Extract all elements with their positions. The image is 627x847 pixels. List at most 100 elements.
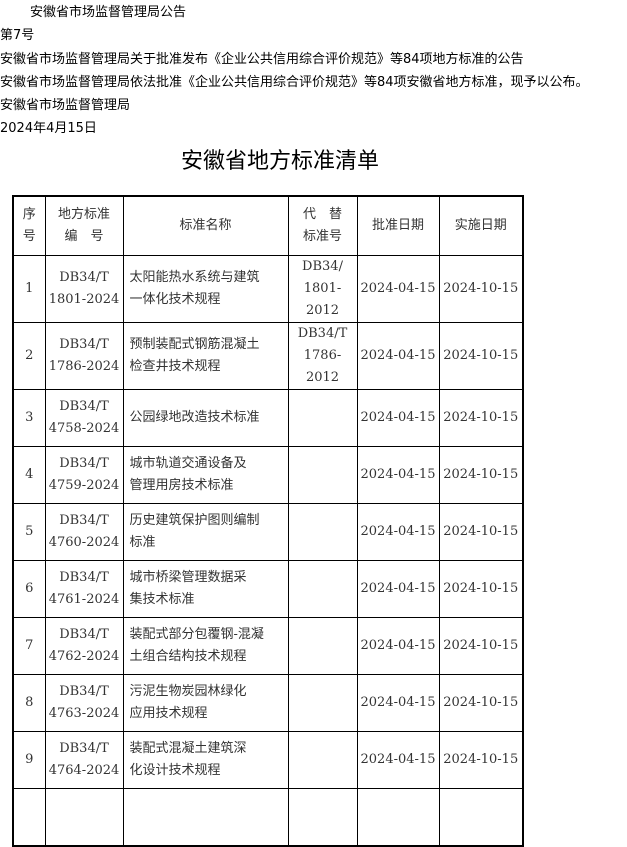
approval-date-text: 2024-04-15 <box>360 281 436 296</box>
replaced-standard <box>287 560 358 618</box>
standard-name-text: 一体化技术规程 <box>129 292 221 307</box>
standard-name-text: 历史建筑保护图则编制 <box>129 513 260 528</box>
table-row: 1 DB34/T 1801-2024 太阳能热水系统与建筑 一体化技术规程 DB34/18… <box>12 255 524 323</box>
row-number: 2 <box>12 322 46 390</box>
effective-date-text: 2024-10-15 <box>443 348 519 363</box>
approval-date: 2024-04-15 <box>356 389 440 447</box>
table-row: 9 DB34/T 4764-2024 装配式混凝土建筑深 化设计技术规程 2024-04-… <box>12 731 524 789</box>
standard-name: 城市桥梁管理数据采 集技术标准 <box>122 560 289 618</box>
standard-code-text: 4762-2024 <box>48 649 120 664</box>
effective-date: 2024-10-15 <box>438 731 524 789</box>
effective-date: 2024-10-15 <box>438 674 524 732</box>
empty-cell <box>356 788 440 847</box>
standard-code: DB34/T 4764-2024 <box>44 731 124 789</box>
standard-name-text: 公园绿地改造技术标准 <box>129 410 260 425</box>
row-number: 1 <box>12 255 46 323</box>
effective-date-text: 2024-10-15 <box>443 695 519 710</box>
standard-code-text: DB34/T <box>59 627 109 642</box>
row-number-text: 2 <box>25 348 34 363</box>
table-row: 7 DB34/T 4762-2024 装配式部分包覆钢-混凝 土组合结构技术规程 2024… <box>12 617 524 675</box>
row-number-text: 9 <box>25 752 34 767</box>
empty-cell <box>438 788 524 847</box>
row-number-text: 1 <box>25 281 34 296</box>
column-header-text: 代 替 <box>302 207 342 222</box>
standard-name: 装配式部分包覆钢-混凝 土组合结构技术规程 <box>122 617 289 675</box>
notice-date: 2024年4月15日 <box>0 121 97 136</box>
approval-date-text: 2024-04-15 <box>360 410 436 425</box>
approval-date-text: 2024-04-15 <box>360 467 436 482</box>
approval-date: 2024-04-15 <box>356 255 440 323</box>
standard-name-text: 预制装配式钢筋混凝土 <box>129 337 260 352</box>
approval-date-text: 2024-04-15 <box>360 752 436 767</box>
approval-date: 2024-04-15 <box>356 503 440 561</box>
empty-cell <box>287 788 358 847</box>
row-number: 8 <box>12 674 46 732</box>
column-header-text: 标准名称 <box>179 218 232 233</box>
approval-date-text: 2024-04-15 <box>360 695 436 710</box>
standard-name-text: 装配式混凝土建筑深 <box>129 741 247 756</box>
standard-name: 公园绿地改造技术标准 <box>122 389 289 447</box>
effective-date: 2024-10-15 <box>438 560 524 618</box>
replaced-standard: DB34/1801-2012 <box>287 255 358 323</box>
table-row: 8 DB34/T 4763-2024 污泥生物炭园林绿化 应用技术规程 2024-04-1… <box>12 674 524 732</box>
column-header-text: 号 <box>22 229 36 244</box>
effective-date: 2024-10-15 <box>438 255 524 323</box>
column-header-text: 编 号 <box>64 229 104 244</box>
column-header-text: 序 <box>22 207 36 222</box>
standard-name-text: 太阳能热水系统与建筑 <box>129 270 260 285</box>
row-number: 3 <box>12 389 46 447</box>
replaced-standard <box>287 503 358 561</box>
standard-code: DB34/T 4758-2024 <box>44 389 124 447</box>
row-number: 6 <box>12 560 46 618</box>
standard-name-text: 应用技术规程 <box>129 706 208 721</box>
standard-code-text: 4759-2024 <box>48 478 120 493</box>
standard-code-text: 4763-2024 <box>48 706 120 721</box>
standard-name-text: 检查井技术规程 <box>129 359 221 374</box>
notice-subject: 安徽省市场监督管理局关于批准发布《企业公共信用综合评价规范》等84项地方标准的公… <box>0 52 524 67</box>
table-header-row: 序号地方标准编 号标准名称代 替标准号 批准日期 实施日期 <box>12 195 524 256</box>
row-number-text: 8 <box>25 695 34 710</box>
standard-name-text: 管理用房技术标准 <box>129 478 234 493</box>
standards-table: 序号地方标准编 号标准名称代 替标准号 批准日期 实施日期 1 DB34/T 1801-2… <box>12 195 524 847</box>
standard-code-text: 4758-2024 <box>48 421 120 436</box>
standard-code-text: DB34/T <box>59 399 109 414</box>
replaced-standard <box>287 674 358 732</box>
column-header-text: 标准号 <box>302 229 342 244</box>
table-row: 3 DB34/T 4758-2024 公园绿地改造技术标准 2024-04-15 2024… <box>12 389 524 447</box>
row-number: 4 <box>12 446 46 504</box>
row-number: 5 <box>12 503 46 561</box>
row-number-text: 6 <box>25 581 34 596</box>
standard-code: DB34/T 1786-2024 <box>44 322 124 390</box>
standard-code-text: DB34/T <box>59 570 109 585</box>
standard-name-text: 集技术标准 <box>129 592 195 607</box>
table-row: 2 DB34/T 1786-2024 预制装配式钢筋混凝土 检查井技术规程 DB34/T 1… <box>12 322 524 390</box>
column-header: 序号 <box>12 195 46 256</box>
empty-cell <box>44 788 124 847</box>
replaced-standard <box>287 617 358 675</box>
table-row: 4 DB34/T 4759-2024 城市轨道交通设备及 管理用房技术标准 2024-04… <box>12 446 524 504</box>
effective-date-text: 2024-10-15 <box>443 524 519 539</box>
approval-date: 2024-04-15 <box>356 446 440 504</box>
effective-date-text: 2024-10-15 <box>443 467 519 482</box>
effective-date-text: 2024-10-15 <box>443 410 519 425</box>
standard-name: 城市轨道交通设备及 管理用房技术标准 <box>122 446 289 504</box>
effective-date: 2024-10-15 <box>438 446 524 504</box>
replaced-standard-text: 1801-2012 <box>303 281 342 318</box>
standard-name-text: 装配式部分包覆钢-混凝 <box>129 627 264 642</box>
effective-date-text: 2024-10-15 <box>443 581 519 596</box>
effective-date: 2024-10-15 <box>438 389 524 447</box>
notice-number: 第7号 <box>0 28 35 43</box>
standard-code-text: DB34/T <box>59 741 109 756</box>
column-header-text: 批准日期 <box>371 218 424 233</box>
approval-date: 2024-04-15 <box>356 560 440 618</box>
standard-name-text: 污泥生物炭园林绿化 <box>129 684 247 699</box>
approval-date-text: 2024-04-15 <box>360 638 436 653</box>
agency-title: 安徽省市场监督管理局公告 <box>30 5 187 20</box>
standard-name-text: 标准 <box>129 535 156 550</box>
standard-name-text: 土组合结构技术规程 <box>129 649 247 664</box>
row-number-text: 4 <box>25 467 34 482</box>
replaced-standard <box>287 389 358 447</box>
row-number-text: 7 <box>25 638 34 653</box>
standard-code-text: 1801-2024 <box>48 292 120 307</box>
approval-date: 2024-04-15 <box>356 731 440 789</box>
